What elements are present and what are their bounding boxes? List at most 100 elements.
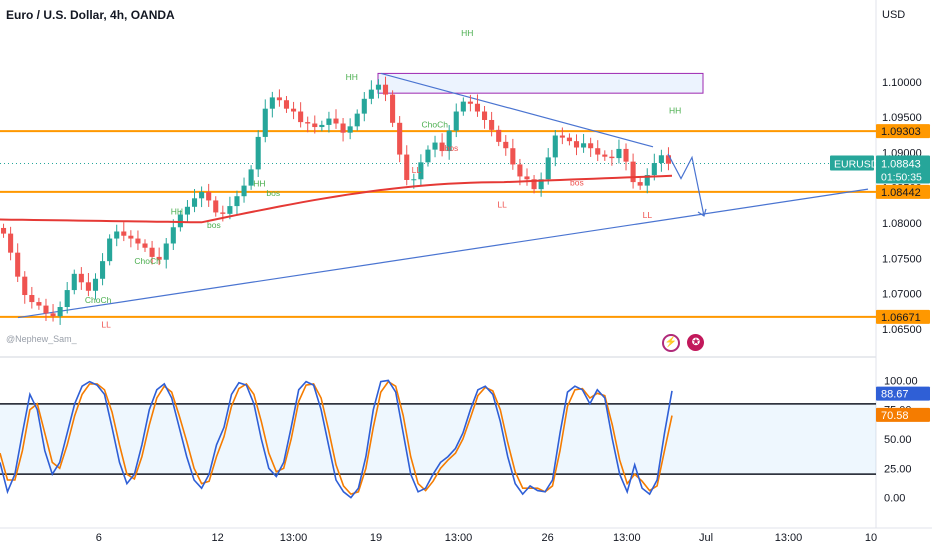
candle [298, 102, 304, 128]
candle-body [36, 302, 42, 306]
candle-body [425, 149, 431, 163]
stoch-tick-label: 0.00 [884, 493, 905, 505]
structure-label: HH [171, 207, 183, 217]
candle [92, 273, 99, 300]
chart-title: Euro / U.S. Dollar, 4h, OANDA [6, 8, 175, 22]
time-tick-label: Jul [699, 532, 713, 544]
candle-body [326, 118, 332, 125]
candle-body [573, 141, 580, 148]
candle-body [283, 100, 290, 109]
candle-body [517, 164, 523, 177]
candle [156, 247, 162, 266]
candle [581, 133, 587, 153]
candle [559, 127, 565, 145]
candle [107, 234, 113, 266]
candle [213, 196, 219, 217]
candle [630, 153, 636, 189]
candle-body [382, 84, 389, 95]
structure-label: bos [445, 143, 459, 153]
last-price-tag-box [876, 155, 930, 184]
candle [552, 130, 558, 167]
candle [397, 116, 403, 163]
candle [446, 125, 452, 160]
candle-body [50, 313, 56, 317]
candle-body [57, 307, 63, 317]
time-tick-label: 13:00 [613, 532, 641, 544]
level-price-tag-box [876, 124, 930, 139]
event-icons: ⚡ ✪ [662, 332, 707, 352]
stoch-d-tag: 70.58 [881, 410, 909, 422]
us-flag-icon[interactable]: ✪ [687, 334, 705, 351]
candle-body [78, 273, 84, 283]
candle [262, 99, 268, 143]
candle [482, 106, 488, 129]
candle [170, 219, 176, 250]
candle [354, 109, 360, 131]
candle [269, 91, 275, 118]
candle-body [255, 136, 261, 170]
candle [199, 186, 205, 208]
candle [602, 150, 608, 161]
candle [467, 94, 473, 112]
candle [135, 230, 141, 250]
structure-label: bos [207, 220, 221, 230]
candle-body [510, 148, 516, 165]
candle [326, 111, 332, 133]
candle-body [460, 101, 466, 112]
candle-body [354, 113, 360, 127]
candle [425, 145, 431, 167]
candle-body [503, 141, 509, 149]
stoch-k-tag: 88.67 [881, 389, 909, 401]
candle-body [453, 111, 459, 131]
stoch-k-tag-box [876, 386, 930, 401]
candle-body [404, 154, 410, 180]
candle [573, 134, 580, 156]
stoch-d-line [0, 380, 673, 496]
structure-label: LL [643, 210, 653, 220]
candle [78, 267, 84, 290]
symbol-tag: EURUSD [834, 159, 879, 171]
candle-body [559, 135, 565, 138]
candle-body [276, 97, 282, 101]
stochastic-band-fill [0, 403, 876, 475]
candle-body [135, 238, 141, 244]
candle [595, 140, 601, 162]
candle [368, 80, 374, 105]
candle [191, 189, 198, 213]
candle-body [489, 119, 495, 130]
candle-body [665, 155, 672, 164]
candle-body [531, 179, 537, 190]
candle-body [474, 103, 481, 112]
currency-label[interactable]: USD [882, 9, 906, 21]
candle-body [375, 84, 381, 90]
candle-body [64, 290, 70, 308]
candle [460, 97, 466, 116]
candle [566, 133, 572, 146]
candle-body [15, 252, 21, 277]
candle-body [616, 148, 622, 159]
candle-body [496, 129, 502, 142]
candle-body [368, 89, 374, 99]
candle-body [581, 143, 587, 148]
candle [71, 269, 77, 295]
candle [644, 168, 650, 194]
candle [64, 282, 70, 314]
candle-body [432, 142, 438, 150]
candle [361, 92, 367, 122]
candle-body [298, 111, 304, 123]
candle-body [71, 273, 77, 291]
candle-body [644, 175, 650, 186]
candle [142, 239, 148, 252]
candle-body [177, 214, 183, 228]
time-tick-label: 26 [541, 532, 553, 544]
candle-body [199, 191, 205, 199]
lightning-icon[interactable]: ⚡ [662, 334, 680, 352]
candle [85, 272, 91, 297]
candle [418, 154, 424, 186]
structure-label: ChoCh [85, 295, 112, 305]
candle-body [524, 176, 530, 180]
candle [206, 183, 212, 207]
time-tick-label: 19 [370, 532, 382, 544]
projection-path [667, 153, 705, 217]
